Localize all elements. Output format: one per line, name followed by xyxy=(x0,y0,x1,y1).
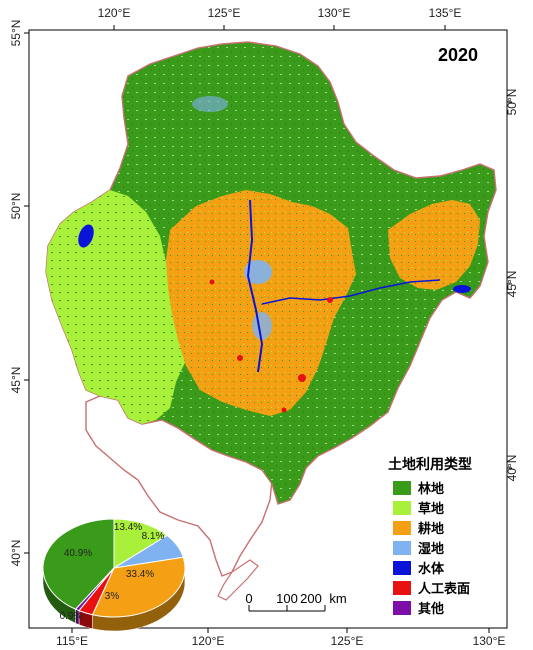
pie-slice xyxy=(74,567,115,612)
legend-label: 其他 xyxy=(418,601,444,617)
legend-label: 耕地 xyxy=(418,521,444,537)
year-label: 2020 xyxy=(438,45,478,65)
legend-label: 湿地 xyxy=(418,541,444,557)
wetland-patch xyxy=(244,260,272,284)
scale-tick-label: 100 xyxy=(276,591,298,606)
legend-swatch xyxy=(393,581,411,595)
urban-patch xyxy=(298,374,306,382)
farmland-region xyxy=(166,190,356,416)
wetland-patch xyxy=(252,312,272,340)
pie-slice xyxy=(113,518,168,569)
khanka-lake xyxy=(453,285,471,293)
river xyxy=(261,279,441,305)
left-tick-label: 50°N xyxy=(9,193,23,220)
legend-label: 人工表面 xyxy=(418,581,470,597)
axis-ticks xyxy=(24,25,512,633)
urban-patch xyxy=(281,407,287,413)
bottom-tick-label: 125°E xyxy=(331,634,364,648)
pie-slice-label: 40.9% xyxy=(64,548,92,559)
pie-slice-label: 8.1% xyxy=(142,531,165,542)
legend-swatch xyxy=(393,561,411,575)
scale-bar: 0 100 200 km xyxy=(245,591,347,612)
legend-swatch xyxy=(393,521,411,535)
pie-slice-label: 3% xyxy=(105,591,120,602)
legend-swatch xyxy=(393,481,411,495)
legend-swatch xyxy=(393,541,411,555)
scale-tick-label: 0 xyxy=(245,591,252,606)
river xyxy=(246,199,264,373)
pie-slice xyxy=(91,556,186,618)
bottom-tick-label: 120°E xyxy=(192,634,225,648)
top-tick-label: 135°E xyxy=(429,6,462,20)
peninsula-boundary xyxy=(217,559,259,601)
top-tick-label: 130°E xyxy=(318,6,351,20)
urban-patch xyxy=(237,355,243,361)
bottom-tick-label: 115°E xyxy=(56,634,88,648)
left-tick-label: 55°N xyxy=(9,20,23,47)
left-tick-label: 40°N xyxy=(9,540,23,567)
hulun-lake xyxy=(78,224,94,248)
scale-unit: km xyxy=(329,591,346,606)
right-tick-label: 45°N xyxy=(505,271,519,298)
land-use-pie-chart: 40.9% 13.4%8.1% 33.4% 3% 0.9% xyxy=(42,518,186,632)
scale-tick-label: 200 xyxy=(300,591,322,606)
legend-swatch xyxy=(393,601,411,615)
legend-label: 水体 xyxy=(418,561,445,577)
pie-slice-label: 0.9% xyxy=(60,611,83,622)
top-tick-label: 120°E xyxy=(98,6,131,20)
bottom-tick-label: 130°E xyxy=(473,634,506,648)
legend-label: 草地 xyxy=(418,501,444,517)
legend-title: 土地利用类型 xyxy=(388,456,472,473)
farmland-east xyxy=(388,200,480,290)
grassland-region xyxy=(46,190,196,424)
urban-patch xyxy=(327,297,333,303)
pie-slice-label: 33.4% xyxy=(126,569,154,580)
right-tick-label: 50°N xyxy=(505,89,519,116)
legend-swatch xyxy=(393,501,411,515)
right-tick-label: 40°N xyxy=(505,455,519,482)
urban-patch xyxy=(209,279,215,285)
top-tick-label: 125°E xyxy=(208,6,241,20)
wetland-patch xyxy=(192,96,228,112)
pie-slice-label: 13.4% xyxy=(114,522,142,533)
left-tick-label: 45°N xyxy=(9,367,23,394)
legend-label: 林地 xyxy=(418,481,444,497)
